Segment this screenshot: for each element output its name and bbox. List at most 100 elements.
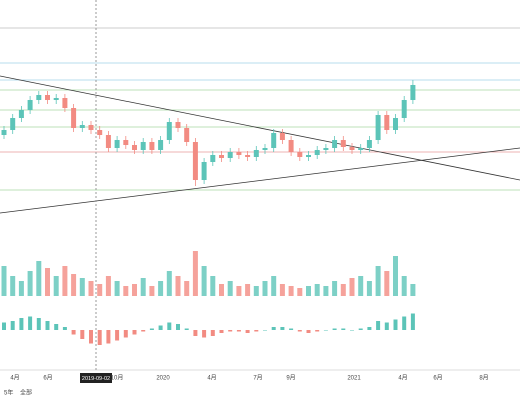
candle-body [323, 148, 329, 150]
candle-body [18, 110, 24, 118]
macd-bar [376, 321, 381, 330]
volume-bar [227, 281, 233, 296]
volume-bar [79, 278, 85, 296]
volume-bar [62, 266, 68, 296]
macd-bar [306, 330, 311, 333]
candle-body [132, 145, 137, 150]
candle-body [79, 125, 85, 128]
candle-body [401, 100, 407, 118]
macd-bar [402, 316, 407, 330]
macd-bar [132, 330, 137, 335]
macd-bar [384, 322, 389, 330]
volume-bar [297, 288, 303, 296]
candle-body [114, 140, 120, 148]
volume-bar [393, 256, 398, 296]
candle-body [375, 115, 381, 140]
candle-body [71, 108, 77, 128]
candle-body [314, 150, 320, 155]
volume-bar [410, 284, 416, 296]
candle-body [288, 140, 294, 152]
macd-bar [358, 328, 363, 330]
volume-bar [384, 271, 390, 296]
volume-bar [219, 284, 224, 296]
volume-bar [166, 271, 172, 296]
candle-body [158, 140, 164, 150]
x-tick-label: 4月 [10, 375, 19, 382]
volume-bar [245, 284, 251, 296]
macd-bar [245, 330, 250, 333]
macd-bar [184, 328, 189, 330]
macd-bar [28, 316, 33, 330]
candle-body [36, 95, 42, 100]
volume-bar [236, 286, 242, 296]
levels [0, 27, 520, 214]
volume-bar [340, 284, 346, 296]
toolbar-button[interactable]: 5年 [4, 389, 13, 397]
macd-bar [271, 327, 276, 330]
volume-bar [253, 286, 259, 296]
candle-body [245, 155, 251, 157]
macd-bar [45, 321, 50, 330]
candle-body [10, 118, 16, 130]
volume-bar [123, 286, 129, 296]
macd-bar [176, 324, 180, 330]
macd-bar [123, 330, 128, 338]
macd-bar [10, 321, 15, 330]
macd-bar [228, 330, 233, 332]
volume-bar [10, 276, 16, 296]
volume-bar [184, 281, 190, 296]
volume-bar [279, 284, 285, 296]
candle-body [384, 115, 390, 130]
candle-body [271, 133, 277, 148]
volume-bar [18, 281, 24, 296]
volume-bar [71, 274, 77, 296]
macd-bar [36, 318, 41, 330]
candle-body [219, 155, 224, 158]
macd-bar [193, 330, 198, 336]
candle-body [262, 148, 268, 150]
macd-bar [158, 325, 163, 330]
candle-body [1, 130, 7, 135]
macd-bar [2, 322, 6, 330]
volume-bar [349, 278, 355, 296]
macd-bar [62, 327, 67, 330]
candle-body [123, 140, 129, 145]
candle-body [175, 122, 181, 128]
volume-bar [140, 278, 146, 296]
macd-bar [393, 319, 398, 330]
macd-bar [332, 328, 337, 330]
volume-bar [262, 281, 268, 296]
candle-body [349, 147, 355, 150]
volume-bar [114, 281, 120, 296]
macd-bar [315, 330, 320, 332]
volume-bar [36, 261, 42, 296]
macd-bar [149, 328, 154, 330]
volume-bar [105, 276, 111, 296]
volume-bar [271, 276, 277, 296]
volume-bar [366, 281, 372, 296]
toolbar-button[interactable]: 全部 [20, 389, 32, 397]
x-tick-label: 2020 [156, 376, 170, 382]
macd-bar [410, 313, 415, 330]
volume-bar [358, 276, 364, 296]
candle-body [88, 125, 94, 130]
macd-bar [254, 330, 259, 332]
macd-bar [97, 330, 102, 345]
macd-bar [19, 318, 24, 330]
candle-body [140, 142, 146, 150]
macd-bar [71, 330, 76, 335]
macd-bar [297, 330, 302, 332]
candle-body [184, 128, 190, 142]
volume-bar [149, 286, 155, 296]
x-tick-label: 8月 [479, 375, 488, 382]
macd-bar [219, 330, 224, 333]
volume-bar [314, 284, 320, 296]
candle-body [97, 130, 103, 135]
macd-bar [289, 328, 294, 330]
candle-body [410, 85, 416, 100]
candle-body [358, 148, 364, 150]
volume-bar [158, 281, 164, 296]
candle-body [227, 152, 233, 158]
candle-body [62, 98, 68, 108]
